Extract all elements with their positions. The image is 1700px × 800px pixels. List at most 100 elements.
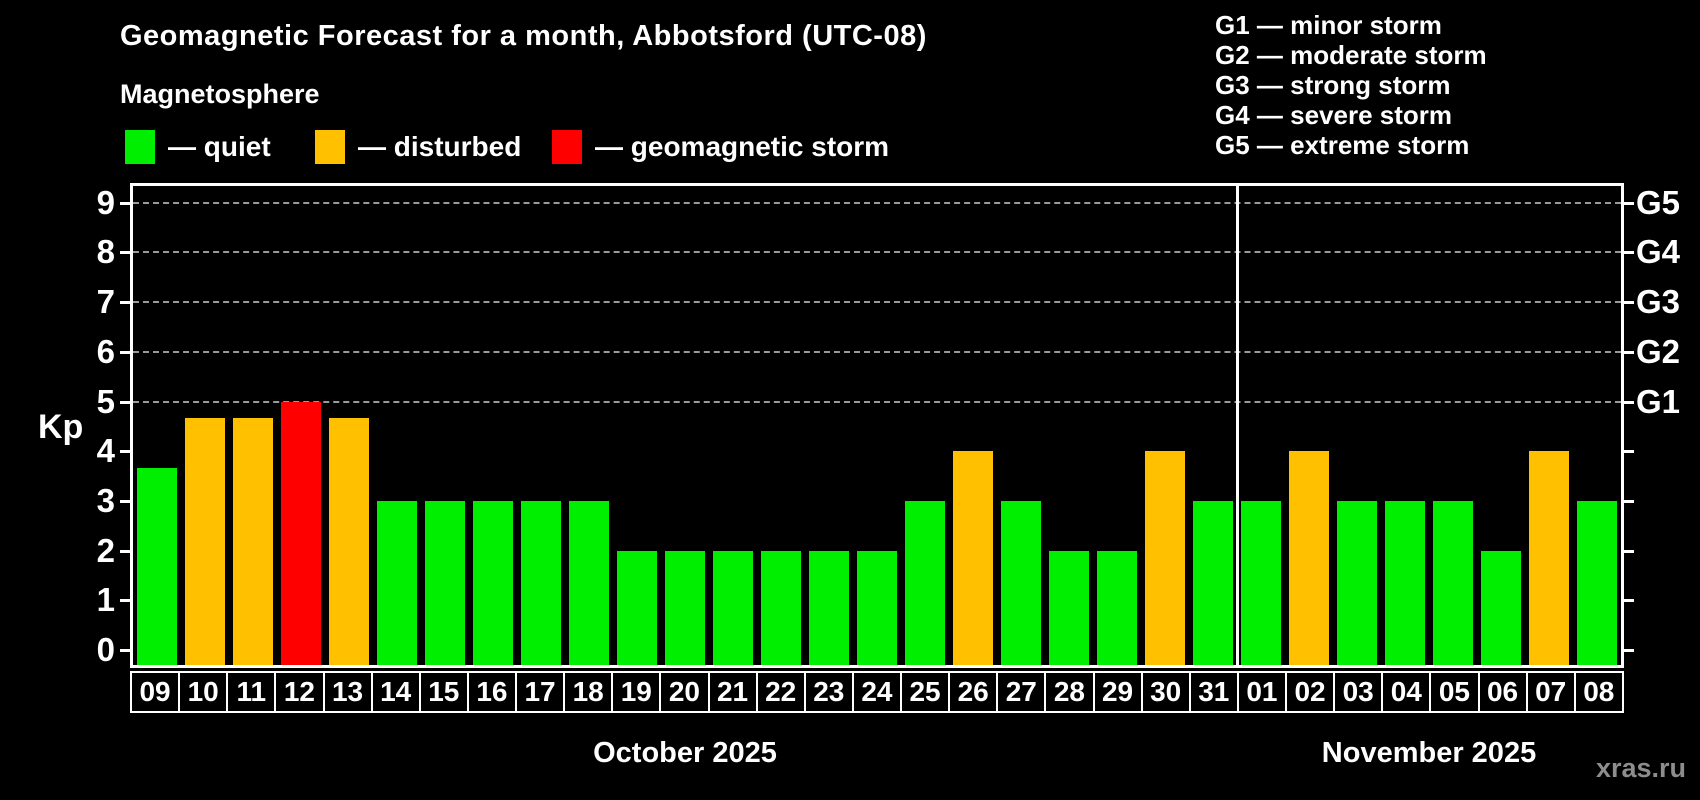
g-scale-legend-line: G4 — severe storm [1215,100,1453,130]
kp-axis-title: Kp [38,408,84,446]
month-label: November 2025 [1321,737,1537,769]
bar [425,500,465,665]
left-axis-tick [120,499,130,503]
g-scale-legend-line: G5 — extreme storm [1215,130,1470,160]
left-axis-tick [120,649,130,652]
left-axis-tick [120,599,130,603]
chart-subtitle: Magnetosphere [120,79,320,109]
day-label: 19 [611,671,662,713]
bar [905,500,945,665]
bar [761,550,801,665]
gridline [133,400,1621,403]
day-label: 21 [707,671,758,713]
day-label: 10 [178,671,229,713]
day-label: 17 [515,671,566,713]
gridline [133,251,1621,254]
day-label: 23 [803,671,854,713]
day-label: 13 [322,671,373,713]
bar [521,500,561,665]
day-label: 25 [900,671,951,713]
plot-inner [133,186,1621,665]
y-tick-label: 1 [96,581,115,619]
right-axis-tick [1624,251,1634,255]
day-label: 01 [1236,671,1287,713]
g-axis-label: G5 [1636,183,1681,221]
plot-area [130,183,1624,668]
legend-label-quiet: — quiet [168,131,271,162]
day-label: 22 [755,671,806,713]
bar [1385,500,1425,665]
legend-item-quiet: — quiet [125,129,271,165]
day-label: 09 [130,671,181,713]
g-scale-legend: G1 — minor storm G2 — moderate storm G3 — … [1215,10,1487,160]
bar [1337,500,1377,665]
day-label: 18 [563,671,614,713]
bar [617,550,657,665]
bar [1097,550,1137,665]
day-label: 08 [1573,671,1624,713]
bar [1049,550,1089,665]
day-axis: 09 10 11 12 13 14 15 16 17 18 19 20 21 22 23 24 25 26 27 28… [130,671,1624,713]
left-axis-tick [120,450,130,454]
bar [857,550,897,665]
month-separator-line [1235,186,1239,665]
bar [137,467,177,665]
right-axis-tick [1624,599,1634,603]
legend-label-storm: — geomagnetic storm [595,131,890,162]
g-scale-legend-line: G3 — strong storm [1215,70,1451,100]
right-axis-tick [1624,499,1634,503]
legend-item-storm: — geomagnetic storm [552,129,889,165]
bar [1577,500,1617,665]
bar [1145,451,1185,665]
legend-label-disturbed: — disturbed [358,131,522,162]
bar [809,550,849,665]
y-tick-label: 7 [96,283,115,321]
disturbed-swatch-icon [315,130,345,164]
quiet-swatch-icon [125,130,155,164]
g-axis-label: G2 [1636,332,1681,370]
day-label: 03 [1333,671,1384,713]
right-axis-tick [1624,450,1634,454]
bar [1529,451,1569,665]
left-axis-tick [120,201,130,205]
day-label: 15 [418,671,469,713]
left-axis-tick [120,350,130,354]
day-label: 31 [1188,671,1239,713]
y-tick-label: 5 [96,382,115,420]
g-scale-legend-line: G1 — minor storm [1215,10,1442,40]
month-label: October 2025 [593,737,777,769]
bar [377,500,417,665]
day-label: 26 [948,671,999,713]
left-axis-tick [120,251,130,255]
bar [1433,500,1473,665]
day-label: 07 [1525,671,1576,713]
legend-item-disturbed: — disturbed [315,129,521,165]
g-axis-label: G3 [1636,283,1681,321]
right-axis-tick [1624,549,1634,553]
status-legend: — quiet — disturbed — geomagnetic storm [0,129,1100,169]
bar [1001,500,1041,665]
day-label: 16 [466,671,517,713]
gridline [133,301,1621,304]
day-label: 27 [996,671,1047,713]
right-axis-tick [1624,301,1634,305]
bar [569,500,609,665]
gridline [133,350,1621,353]
y-tick-label: 0 [96,631,115,668]
bar [473,500,513,665]
g-axis-label: G1 [1636,382,1681,420]
day-label: 11 [226,671,277,713]
day-label: 24 [851,671,902,713]
bar [281,401,321,665]
y-tick-label: 2 [96,531,115,569]
g-axis-label: G4 [1636,233,1681,271]
y-tick-label: 8 [96,233,115,271]
gridline [133,201,1621,204]
right-axis-tick [1624,649,1634,652]
bar [1193,500,1233,665]
chart-title: Geomagnetic Forecast for a month, Abbots… [120,20,927,52]
y-tick-label: 4 [96,432,115,470]
day-label: 14 [370,671,421,713]
y-tick-label: 3 [96,481,115,519]
